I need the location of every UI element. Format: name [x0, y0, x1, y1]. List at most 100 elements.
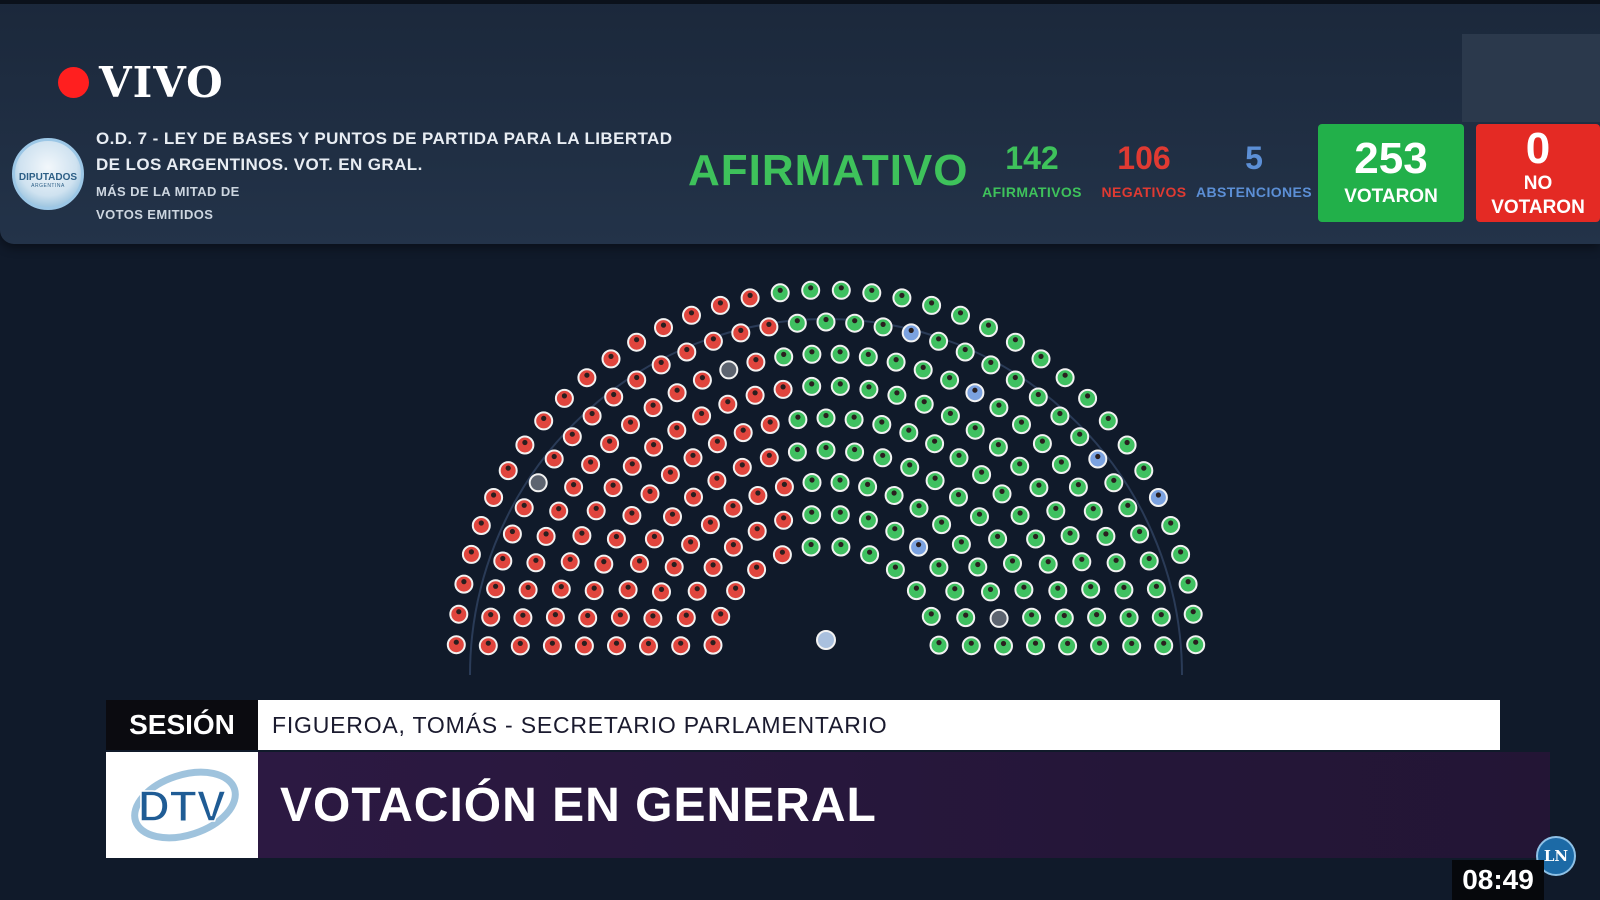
seat-figure-icon — [593, 505, 599, 511]
seat-figure-icon — [1158, 612, 1164, 618]
seat-figure-icon — [671, 561, 677, 568]
seat-figure-icon — [571, 482, 577, 488]
seat-figure-icon — [647, 488, 653, 494]
seat-figure-icon — [985, 322, 992, 328]
seat-figure-icon — [852, 446, 858, 453]
seat-figure-icon — [892, 526, 898, 532]
seat-absent — [528, 473, 548, 493]
seat-figure-icon — [601, 559, 607, 565]
seat-figure-icon — [688, 310, 695, 316]
seat-figure-icon — [611, 391, 617, 398]
seat-figure-icon — [1105, 415, 1111, 421]
seat-figure-icon — [781, 515, 787, 521]
seat-figure-icon — [899, 292, 905, 298]
live-dot-icon — [58, 67, 89, 98]
seat-figure-icon — [688, 539, 694, 545]
seat-figure-icon — [955, 492, 962, 498]
seat-figure-icon — [1153, 583, 1159, 589]
seat-figure-icon — [777, 287, 783, 293]
seat-figure-icon — [717, 300, 724, 306]
seat-figure-icon — [972, 387, 978, 393]
seal-text: DIPUTADOS — [18, 171, 78, 183]
seat-figure-icon — [591, 585, 597, 591]
negative-label: NEGATIVOS — [1101, 184, 1187, 200]
seat-figure-icon — [823, 444, 829, 451]
seat-figure-icon — [738, 327, 744, 333]
seat-figure-icon — [468, 549, 474, 555]
channel-logo: DTV — [106, 752, 258, 858]
seat-figure-icon — [968, 640, 974, 646]
seat-figure-icon — [520, 612, 526, 618]
seat-figure-icon — [781, 351, 787, 357]
seat-figure-icon — [608, 353, 614, 359]
seat-figure-icon — [1103, 531, 1109, 537]
seat-figure-icon — [880, 452, 886, 458]
seat-figure-icon — [584, 372, 590, 378]
seat-figure-icon — [767, 419, 773, 425]
seat-figure-icon — [1185, 579, 1191, 585]
seat-figure-icon — [1121, 584, 1127, 591]
seat-figure-icon — [1000, 640, 1007, 647]
seat-figure-icon — [908, 327, 914, 333]
seat-figure-icon — [1017, 461, 1023, 467]
seat-figure-icon — [947, 375, 953, 381]
seat-figure-icon — [956, 452, 962, 458]
abstention-label: ABSTENCIONES — [1195, 184, 1313, 200]
seat-figure-icon — [733, 585, 739, 591]
seat-figure-icon — [650, 402, 656, 408]
top-edge — [0, 0, 1600, 4]
seat-figure-icon — [936, 640, 942, 646]
vote-info-bar — [0, 0, 1600, 244]
seat-figure-icon — [1018, 419, 1025, 425]
majority-rule-line2: VOTOS EMITIDOS — [96, 207, 214, 222]
seat-figure-icon — [610, 482, 616, 488]
seat-figure-icon — [995, 442, 1002, 448]
seat-figure-icon — [865, 351, 871, 357]
seats-group — [446, 280, 1206, 656]
seat-figure-icon — [1009, 558, 1016, 564]
seat-figure-icon — [730, 503, 736, 509]
seat-figure-icon — [987, 586, 994, 593]
seat-figure-icon — [1017, 510, 1023, 516]
majority-rule: MÁS DE LA MITAD DE VOTOS EMITIDOS — [96, 180, 686, 226]
dtv-logo-text: DTV — [138, 782, 227, 831]
live-indicator: VIVO — [58, 58, 224, 107]
dtv-logo-icon: DTV — [131, 768, 239, 842]
seat-figure-icon — [972, 425, 978, 431]
affirmative-label: AFIRMATIVOS — [982, 184, 1082, 200]
seat-figure-icon — [1113, 557, 1119, 563]
seat-figure-icon — [808, 541, 814, 548]
seat-figure-icon — [851, 414, 857, 420]
vote-result: AFIRMATIVO — [688, 146, 969, 195]
seat-figure-icon — [607, 438, 613, 444]
seat-figure-icon — [1033, 533, 1039, 540]
seat-figure-icon — [1039, 438, 1045, 444]
voted-label: VOTARON — [1344, 186, 1438, 207]
seat-figure-icon — [613, 640, 620, 646]
seat-figure-icon — [629, 510, 635, 516]
seat-figure-icon — [1146, 555, 1152, 562]
seat-figure-icon — [521, 502, 527, 508]
seat-figure-icon — [491, 492, 497, 498]
seat-figure-icon — [794, 446, 801, 453]
seat-figure-icon — [651, 533, 658, 540]
seat-figure-icon — [766, 321, 772, 327]
seat-figure-icon — [625, 584, 631, 590]
seat-figure-icon — [906, 427, 912, 433]
seat-figure-icon — [869, 287, 875, 293]
seat-figure-icon — [650, 613, 656, 619]
seat-figure-icon — [710, 640, 716, 646]
seat-figure-icon — [976, 511, 983, 517]
seat-figure-icon — [740, 427, 746, 433]
not-voted-label-line1: NO — [1523, 173, 1553, 194]
seat-figure-icon — [658, 586, 665, 593]
voted-count: 253 — [1354, 134, 1428, 183]
seat-figure-icon — [932, 438, 938, 444]
speaker-name: FIGUEROA, TOMÁS - SECRETARIO PARLAMENTAR… — [258, 700, 1500, 750]
seat-figure-icon — [461, 579, 467, 585]
seat-figure-icon — [1036, 482, 1042, 488]
seat-figure-icon — [714, 438, 721, 444]
session-tag: SESIÓN — [106, 700, 258, 750]
seat-figure-icon — [809, 477, 815, 483]
seat-figure-icon — [674, 387, 680, 393]
